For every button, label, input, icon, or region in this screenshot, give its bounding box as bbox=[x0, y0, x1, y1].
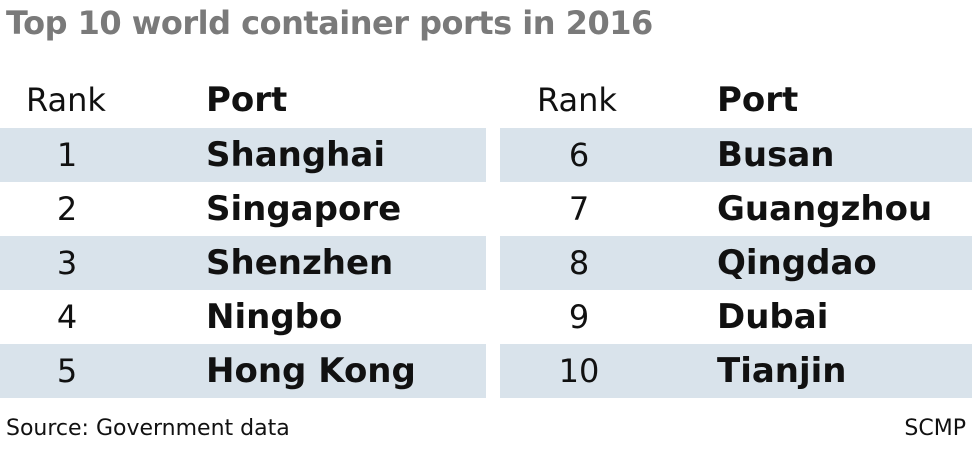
table-row: 6 Busan bbox=[500, 128, 972, 182]
port-cell: Shenzhen bbox=[206, 243, 394, 283]
rank-cell: 1 bbox=[56, 136, 78, 174]
source-note: Source: Government data bbox=[6, 416, 290, 441]
rank-cell: 6 bbox=[568, 136, 590, 174]
table-row: 3 Shenzhen bbox=[0, 236, 486, 290]
port-cell: Shanghai bbox=[206, 135, 385, 175]
ports-table-right: Rank Port 6 Busan 7 Guangzhou 8 Qingdao … bbox=[500, 72, 972, 398]
port-cell: Dubai bbox=[717, 297, 829, 337]
port-column-header: Port bbox=[206, 80, 288, 120]
ports-table-left: Rank Port 1 Shanghai 2 Singapore 3 Shenz… bbox=[0, 72, 486, 398]
port-column-header: Port bbox=[717, 80, 799, 120]
table-row: 10 Tianjin bbox=[500, 344, 972, 398]
table-row: 4 Ningbo bbox=[0, 290, 486, 344]
table-row: 2 Singapore bbox=[0, 182, 486, 236]
port-cell: Singapore bbox=[206, 189, 402, 229]
rank-cell: 7 bbox=[568, 190, 590, 228]
table-row: 1 Shanghai bbox=[0, 128, 486, 182]
rank-cell: 8 bbox=[568, 244, 590, 282]
port-cell: Busan bbox=[717, 135, 835, 175]
port-cell: Qingdao bbox=[717, 243, 877, 283]
port-cell: Hong Kong bbox=[206, 351, 416, 391]
rank-cell: 3 bbox=[56, 244, 78, 282]
credit-label: SCMP bbox=[904, 416, 966, 441]
port-cell: Tianjin bbox=[717, 351, 847, 391]
port-cell: Guangzhou bbox=[717, 189, 933, 229]
table-row: 8 Qingdao bbox=[500, 236, 972, 290]
page-title: Top 10 world container ports in 2016 bbox=[6, 4, 653, 42]
rank-cell: 9 bbox=[568, 298, 590, 336]
table-row: 7 Guangzhou bbox=[500, 182, 972, 236]
table-header: Rank Port bbox=[500, 72, 972, 128]
rank-cell: 2 bbox=[56, 190, 78, 228]
rank-cell: 5 bbox=[56, 352, 78, 390]
table-row: 9 Dubai bbox=[500, 290, 972, 344]
table-header: Rank Port bbox=[0, 72, 486, 128]
rank-cell: 4 bbox=[56, 298, 78, 336]
rank-column-header: Rank bbox=[537, 81, 617, 119]
rank-cell: 10 bbox=[558, 352, 600, 390]
rank-column-header: Rank bbox=[26, 81, 106, 119]
table-row: 5 Hong Kong bbox=[0, 344, 486, 398]
port-cell: Ningbo bbox=[206, 297, 343, 337]
